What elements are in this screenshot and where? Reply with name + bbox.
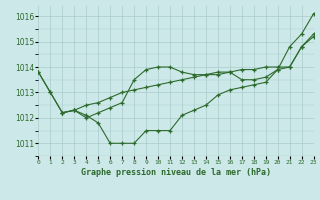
X-axis label: Graphe pression niveau de la mer (hPa): Graphe pression niveau de la mer (hPa)	[81, 168, 271, 177]
